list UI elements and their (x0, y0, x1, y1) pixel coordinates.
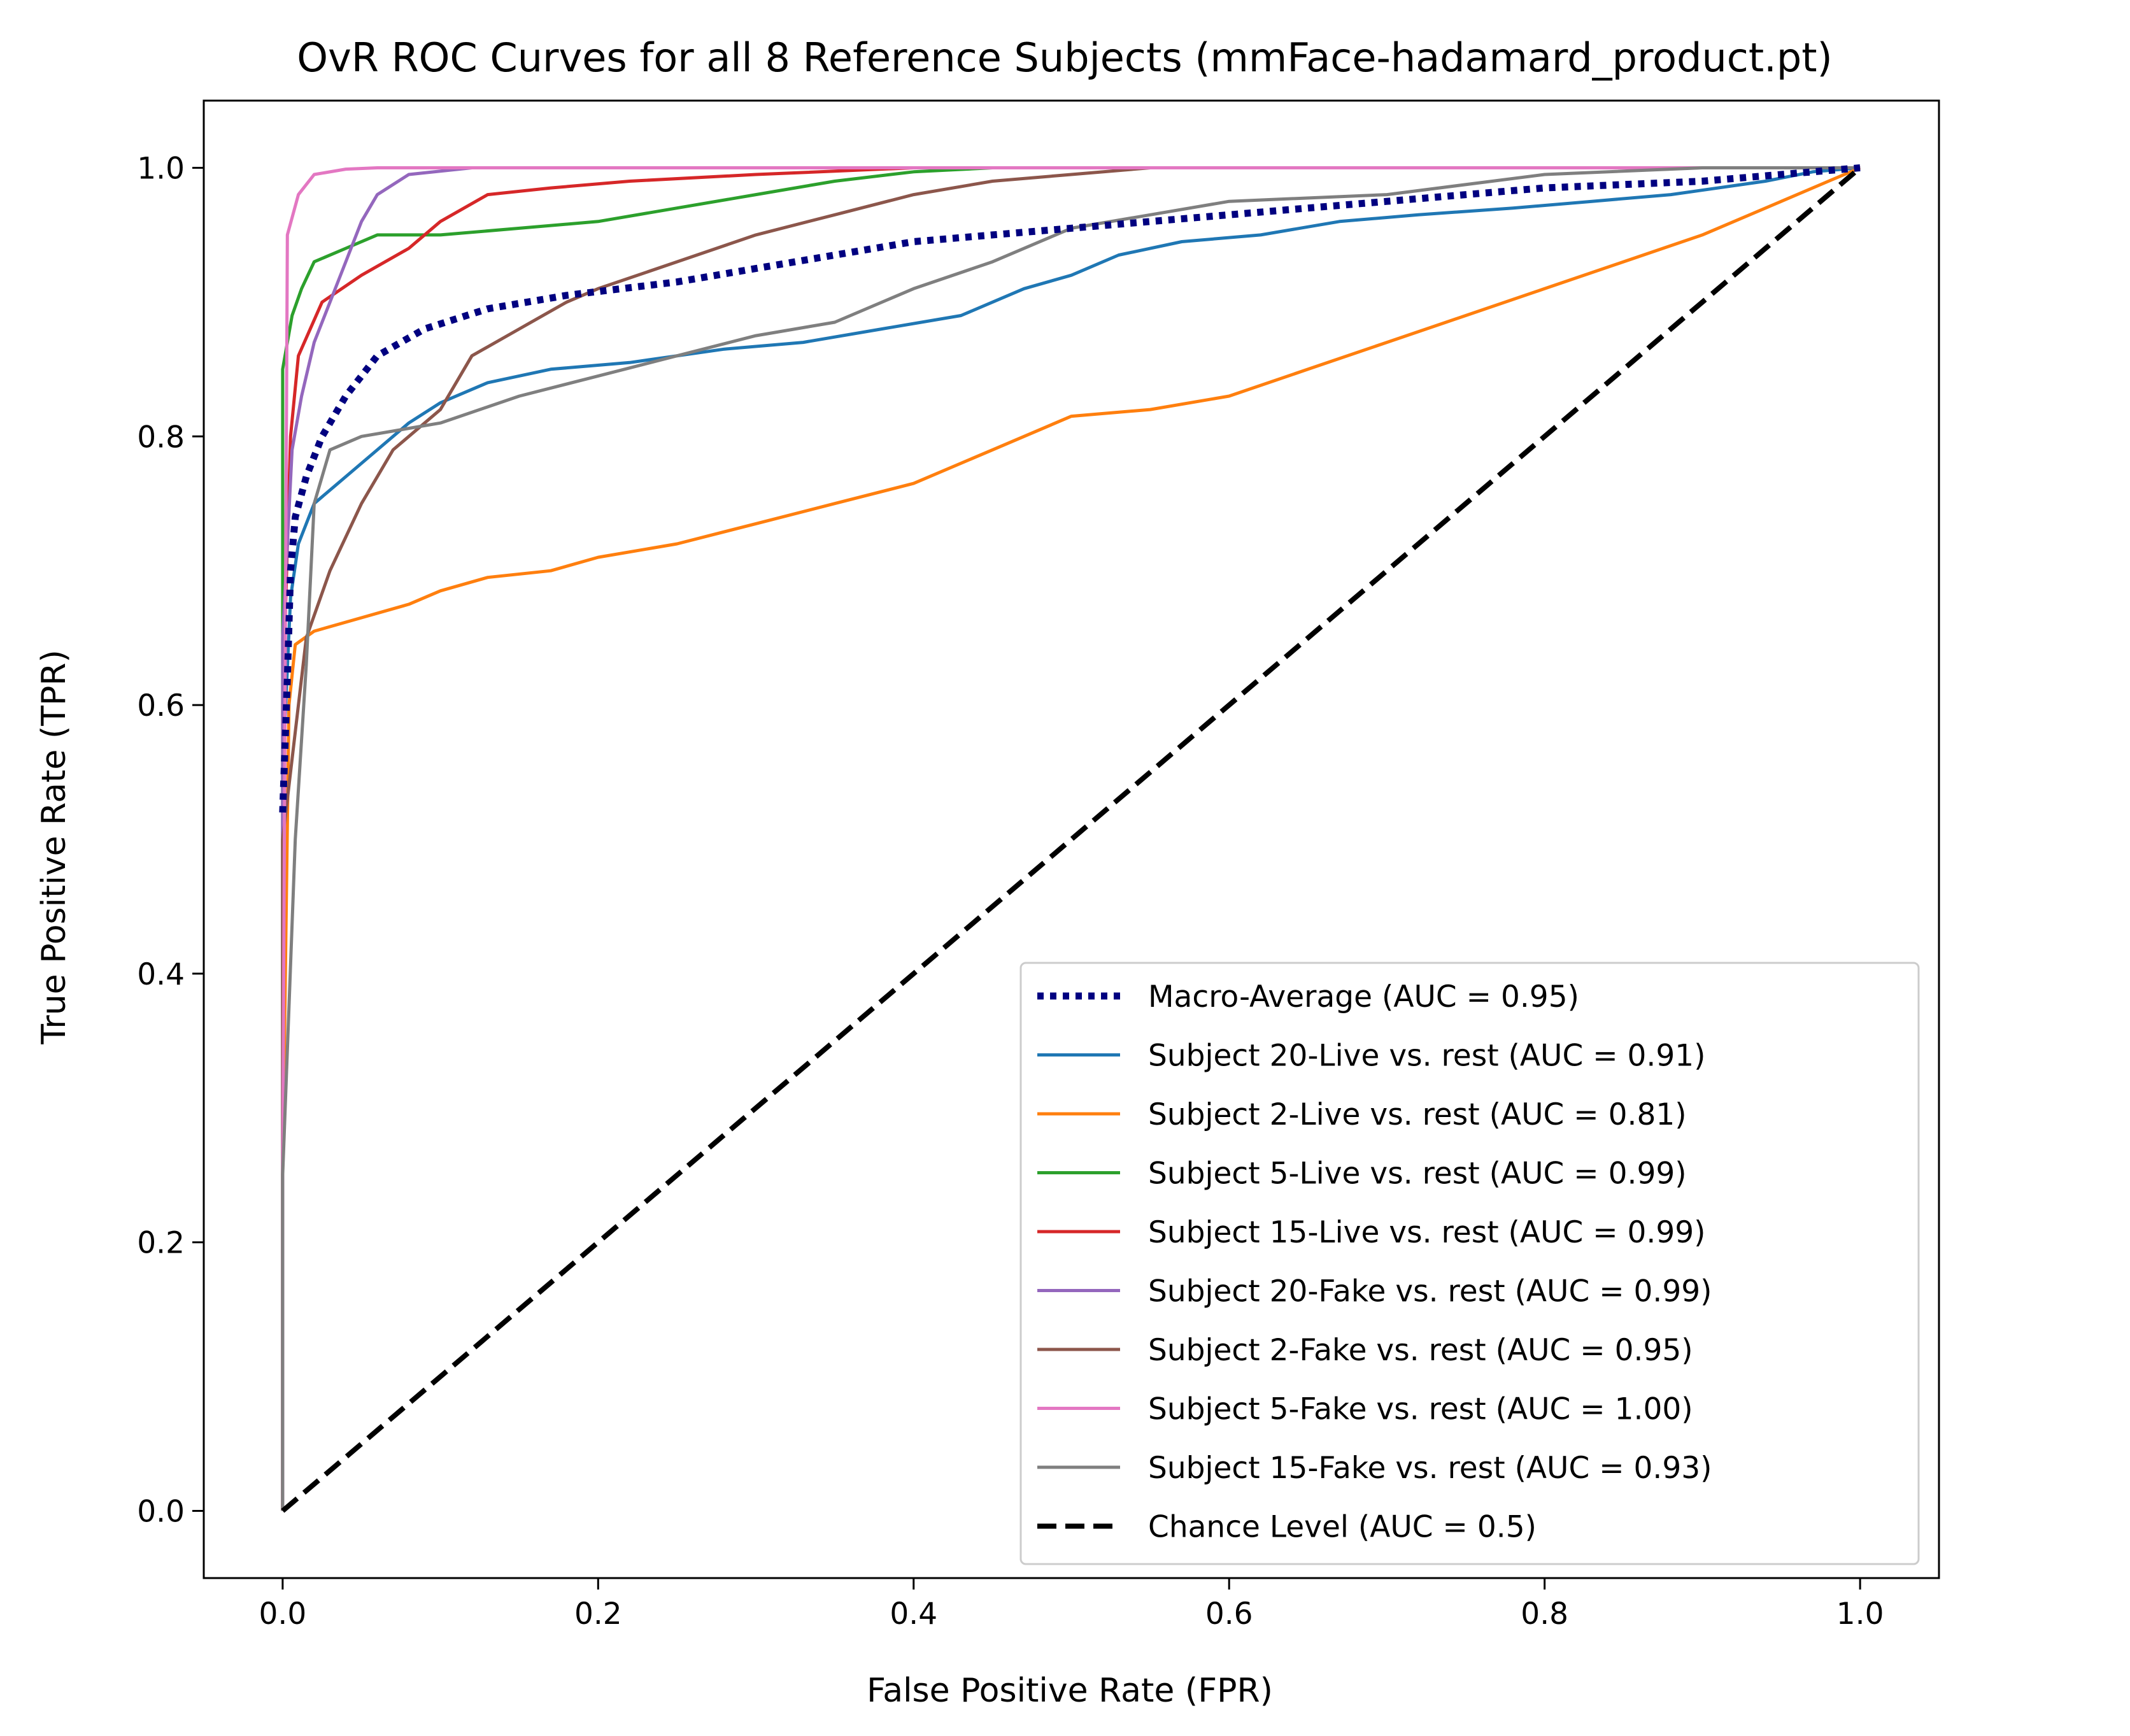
plot-frame (202, 99, 1940, 1579)
series-line-0 (279, 164, 1861, 813)
series-line-7 (281, 166, 1861, 1511)
x-tick-label: 0.4 (890, 1597, 937, 1632)
x-tick-label: 0.0 (259, 1597, 306, 1632)
axis-ticks: 0.0 0.2 0.4 0.6 0.8 1.0 0.0 0.2 0.4 0.6 0.8 1.0 (137, 151, 1884, 1632)
x-axis-label: False Positive Rate (FPR) (867, 1672, 1273, 1710)
legend-entry: Subject 5-Live vs. rest (AUC = 0.99) (1148, 1156, 1687, 1192)
legend-entry: Subject 2-Fake vs. rest (AUC = 0.95) (1148, 1333, 1693, 1368)
x-tick-label: 1.0 (1836, 1597, 1884, 1632)
legend-entry: Subject 20-Live vs. rest (AUC = 0.91) (1148, 1039, 1706, 1074)
y-tick-label: 1.0 (137, 151, 185, 186)
legend-entry: Chance Level (AUC = 0.5) (1148, 1510, 1537, 1545)
legend-entry: Subject 15-Live vs. rest (AUC = 0.99) (1148, 1215, 1706, 1250)
series-line-3 (281, 166, 1861, 1511)
series-line-5 (281, 166, 1861, 1511)
legend: Macro-Average (AUC = 0.95) Subject 20-Liv… (1019, 962, 1920, 1565)
y-tick-label: 0.8 (137, 420, 185, 455)
legend-entry: Macro-Average (AUC = 0.95) (1148, 979, 1579, 1014)
x-tick-label: 0.2 (574, 1597, 622, 1632)
legend-entry: Subject 2-Live vs. rest (AUC = 0.81) (1148, 1097, 1687, 1132)
legend-box (1019, 962, 1920, 1565)
y-tick-label: 0.0 (137, 1495, 185, 1530)
series-line-9 (281, 166, 1862, 1513)
legend-entry: Subject 5-Fake vs. rest (AUC = 1.00) (1148, 1392, 1693, 1427)
x-tick-label: 0.8 (1521, 1597, 1568, 1632)
y-tick-label: 0.2 (137, 1226, 185, 1261)
chart-title: OvR ROC Curves for all 8 Reference Subje… (297, 34, 1832, 81)
plot-area (279, 164, 1862, 1513)
series-line-2 (281, 166, 1861, 1511)
series-line-4 (281, 166, 1861, 1511)
x-tick-label: 0.6 (1205, 1597, 1253, 1632)
series-line-8 (281, 166, 1861, 1511)
y-tick-label: 0.4 (137, 957, 185, 992)
legend-entry: Subject 15-Fake vs. rest (AUC = 0.93) (1148, 1451, 1712, 1486)
legend-entry: Subject 20-Fake vs. rest (AUC = 0.99) (1148, 1274, 1712, 1309)
series-line-1 (281, 166, 1861, 1511)
y-axis-label: True Positive Rate (TPR) (35, 650, 73, 1045)
series-line-6 (281, 166, 1861, 1511)
y-tick-label: 0.6 (137, 688, 185, 723)
